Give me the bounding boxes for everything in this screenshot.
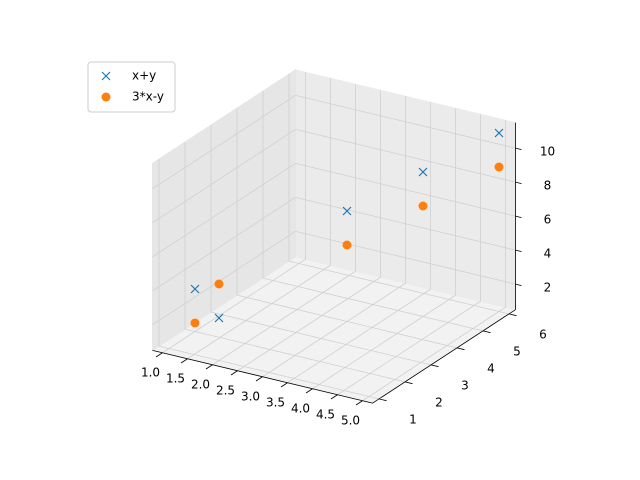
grid-line [237, 276, 381, 372]
axes: 1.0 1.5 2.0 2.5 3.0 3.5 4.0 4.5 5.0 1 2 3 4 5 6 2 4 6 8 10 [141, 122, 555, 427]
x-tick [305, 388, 313, 394]
x-tick-label: 3.0 [241, 389, 260, 403]
grid-line [337, 300, 481, 396]
z-tick [515, 283, 522, 286]
legend: x+y 3*x-y [87, 61, 176, 113]
grid-line [152, 129, 296, 224]
grid-line [212, 270, 356, 366]
x-axis [152, 349, 373, 404]
y-tick [430, 364, 439, 368]
grid-line [152, 95, 296, 190]
z-tick [515, 249, 522, 252]
marks [190, 128, 504, 328]
grid-line [312, 294, 456, 390]
grid-line [288, 260, 510, 315]
x-tick-label: 3.5 [266, 395, 285, 409]
y-tick [456, 347, 465, 351]
grid-line [295, 230, 516, 285]
z-tick [515, 181, 522, 184]
z-tick-label: 4 [544, 247, 552, 261]
legend-marker [101, 92, 111, 102]
point [342, 240, 352, 250]
y-tick-label: 3 [461, 378, 469, 392]
z-tick-label: 6 [544, 213, 552, 227]
point [418, 201, 428, 211]
z-tick-label: 2 [544, 281, 552, 295]
y-tick-label: 2 [435, 395, 443, 409]
grid-line [184, 328, 406, 383]
y-tick [404, 381, 413, 385]
x-tick [280, 382, 288, 388]
x-tick-label: 2.5 [216, 383, 235, 397]
point [190, 318, 200, 328]
grid-line [162, 258, 306, 354]
point [214, 279, 224, 289]
point [494, 128, 504, 138]
grid-line [152, 197, 296, 292]
y-tick-label: 4 [487, 361, 495, 375]
grid-line [152, 231, 296, 326]
x-tick [355, 400, 363, 406]
point [342, 206, 352, 216]
grid [152, 72, 516, 402]
y-tick-label: 6 [539, 327, 547, 341]
x-tick-label: 1.5 [166, 371, 185, 385]
x-tick [230, 370, 238, 376]
point [494, 162, 504, 172]
grid-line [287, 288, 431, 384]
grid-line [362, 306, 506, 402]
y-axis [372, 309, 516, 404]
x-tick [330, 394, 338, 400]
x-tick-label: 2.0 [191, 377, 210, 391]
grid-line [295, 128, 516, 183]
z-tick-label: 8 [544, 179, 552, 193]
y-tick [378, 398, 387, 402]
point [190, 284, 200, 294]
legend-label: 3*x-y [132, 90, 164, 104]
point [214, 313, 224, 323]
x-tick-label: 1.0 [141, 365, 160, 379]
x-tick-label: 4.5 [316, 407, 335, 421]
x-tick [155, 352, 163, 358]
grid-line [158, 345, 380, 400]
grid-line [295, 94, 516, 149]
grid-line [236, 294, 458, 349]
panes [151, 68, 517, 404]
x-tick-label: 4.0 [291, 401, 310, 415]
grid-line [295, 162, 516, 217]
legend-label: x+y [132, 69, 156, 83]
legend-marker [101, 71, 111, 81]
grid-line [152, 163, 296, 258]
legend-box [87, 61, 176, 113]
z-tick-label: 10 [540, 145, 555, 159]
point [418, 167, 428, 177]
z-tick [515, 215, 522, 218]
z-tick [515, 147, 522, 150]
y-tick-label: 1 [409, 412, 417, 426]
y-tick-label: 5 [513, 344, 521, 358]
y-tick [508, 313, 517, 317]
x-tick [255, 376, 263, 382]
grid-line [262, 282, 406, 378]
x-tick [205, 364, 213, 370]
grid-line [295, 196, 516, 251]
grid-line [262, 277, 484, 332]
x-tick-label: 5.0 [341, 413, 360, 427]
grid-line [187, 264, 331, 360]
x-tick [180, 358, 188, 364]
y-tick [482, 330, 491, 334]
grid-line [210, 311, 432, 366]
